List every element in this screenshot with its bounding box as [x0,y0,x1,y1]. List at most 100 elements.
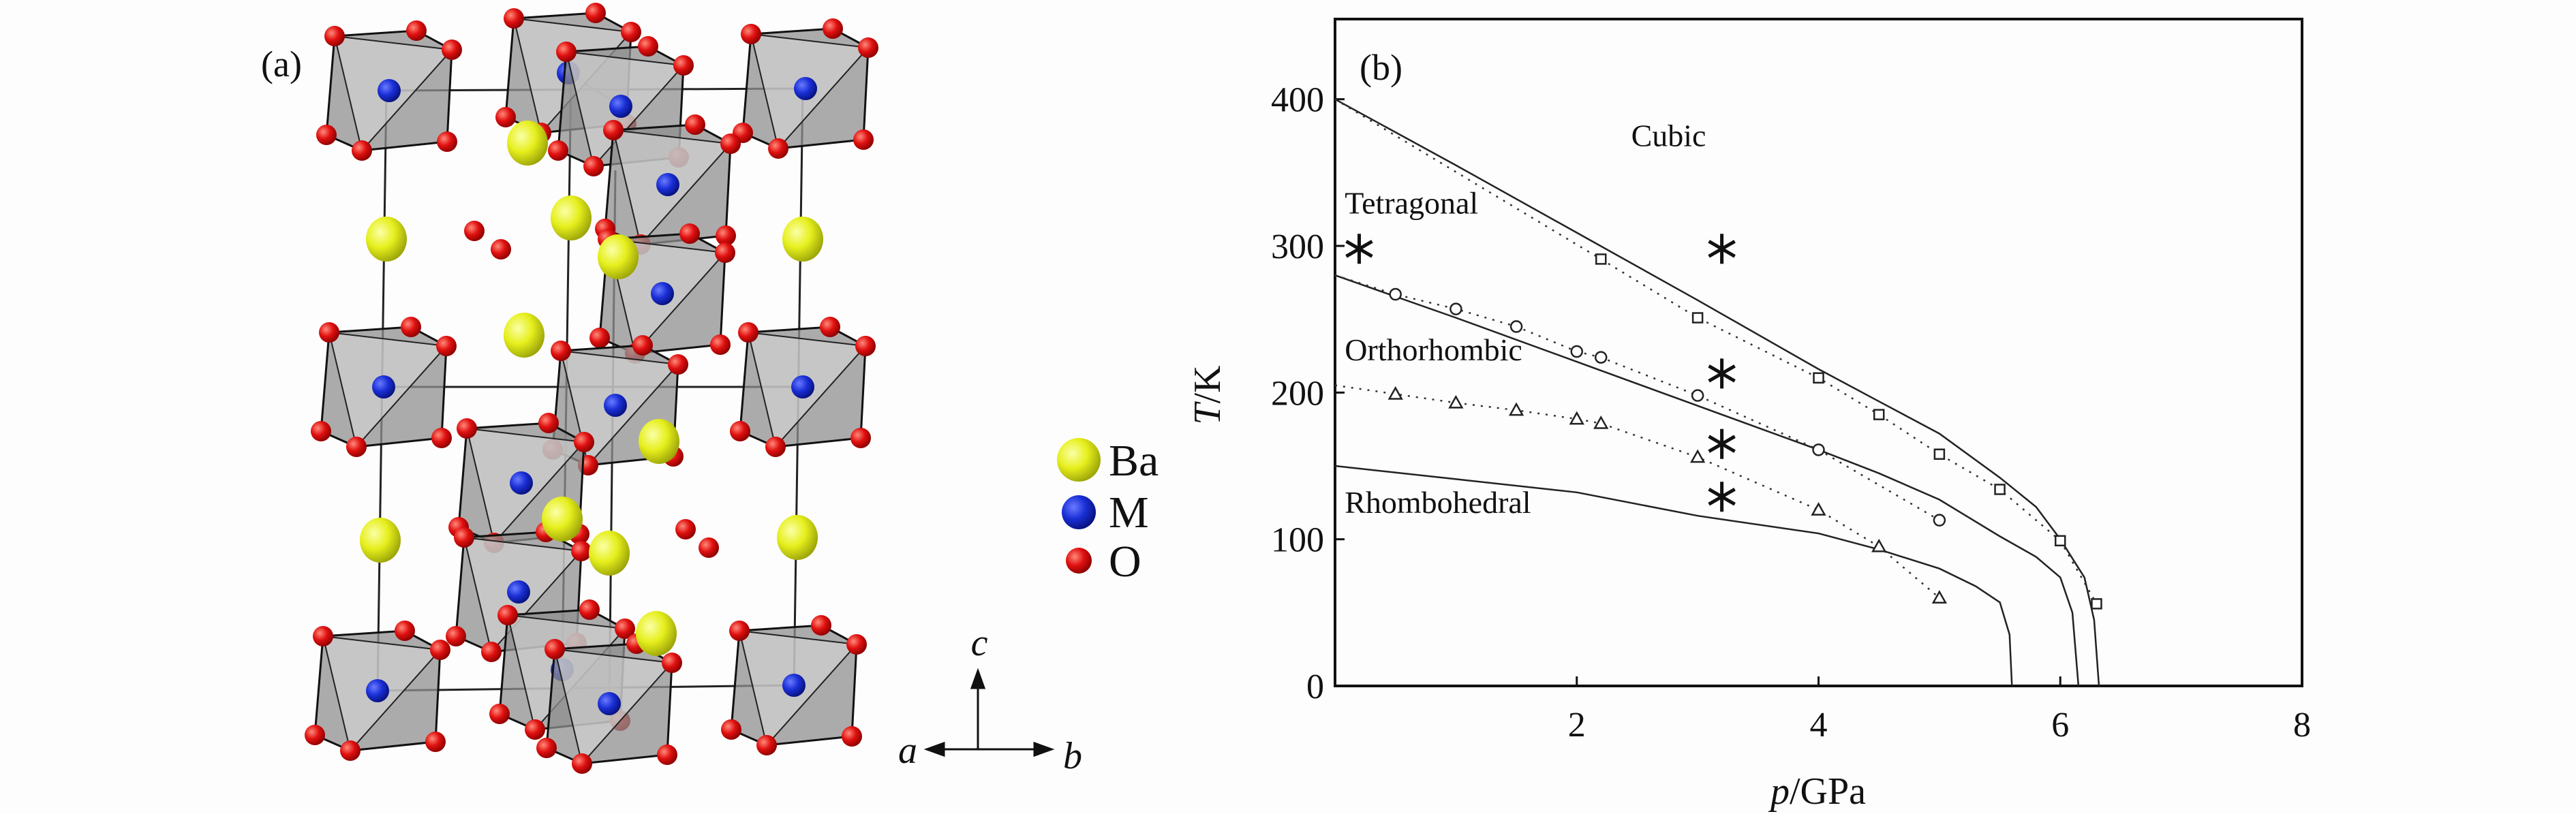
triangle-marker [1689,449,1706,463]
crystal-structure [305,3,878,774]
circle-marker [1509,320,1523,333]
o-atom [855,336,876,356]
asterisk-marker [1708,358,1736,389]
o-atom [858,37,878,58]
ba-atom [504,313,545,358]
a-axis-label: a [898,730,917,772]
panel-a-label: (a) [261,44,302,84]
o-atom [551,341,571,361]
ba-atom [598,234,639,279]
x-axis-symbol: p [1768,770,1790,813]
o-atom [621,22,641,42]
o-atom [657,745,677,765]
ba-atom [589,531,630,576]
o-atom [313,626,333,646]
o-atom [481,642,502,662]
square-marker [2091,598,2102,610]
o-atom [583,156,604,176]
o-atom [638,36,658,57]
legend-o-label: O [1109,537,1141,586]
o-atom [729,621,750,641]
o-atom [319,322,339,343]
m-atom [598,692,621,715]
square-marker [1691,312,1704,324]
legend-m-label: M [1109,488,1149,537]
asterisk-marker [1708,234,1736,264]
y-tick-label: 200 [1271,374,1324,413]
o-atom [406,20,427,41]
phase-label-tetragonal: Tetragonal [1345,186,1478,221]
o-atom [715,242,735,263]
circle-marker [1570,345,1583,358]
o-atom [442,40,462,60]
triangle-marker [1448,394,1464,409]
y-axis-label: T/K [1186,365,1229,424]
o-atom [675,519,696,539]
ba-atom [782,217,823,262]
o-atom [823,18,843,39]
o-atom [846,634,867,655]
o-atom [538,413,559,433]
square-marker [1813,372,1824,384]
x-tick-label: 2 [1568,706,1586,745]
ba-atom [636,611,677,656]
chart-marks: 0 100 200 300 400 2 4 6 8 Cubic Tetragonal Orthorho… [1271,18,2311,745]
legend-o-sphere [1066,548,1092,574]
o-atom [454,527,474,548]
b-axis-label: b [1063,735,1082,777]
x-axis-unit: /GPa [1790,770,1866,813]
o-atom [525,719,545,740]
o-atom [756,735,777,755]
o-atom [632,335,653,356]
o-atom [491,239,511,260]
o-atom [603,120,624,140]
square-marker [2055,535,2066,547]
o-atom [699,537,719,558]
o-atom [556,42,577,62]
m-atom [656,173,679,196]
legend-m-sphere [1062,495,1096,529]
o-atom [464,221,485,241]
phase-label-cubic: Cubic [1631,119,1706,153]
x-tick-label: 4 [1810,706,1828,745]
triangle-marker [1811,502,1826,516]
o-atom [352,140,372,161]
phase-label-rhombohedral: Rhombohedral [1345,485,1531,520]
ba-atom [366,217,407,262]
square-marker [1873,409,1885,420]
o-atom [305,725,325,745]
axis-triad [923,668,1055,757]
o-atom [615,619,635,639]
o-atom [679,223,700,244]
m-atom [791,375,814,398]
ba-atom [542,497,583,542]
circle-marker [1594,351,1608,364]
asterisk-marker [1708,482,1736,512]
phase-boundary-line [1334,98,2100,687]
asterisk-stroke [1708,364,1736,383]
b-arrowhead-icon [1033,741,1055,757]
asterisk-stroke [1708,488,1736,506]
triangle-marker [1508,402,1524,416]
m-atom [651,282,674,305]
o-atom [548,140,568,161]
phase-diagram-chart: 0 100 200 300 400 2 4 6 8 Cubic Tetragonal Orthorho… [1186,18,2311,813]
legend-ba-sphere [1057,438,1101,482]
square-marker [1994,484,2006,495]
o-atom [589,328,610,348]
o-atom [536,738,557,758]
circle-marker [1389,287,1402,301]
o-atom [662,653,682,673]
m-atom [507,580,530,604]
m-atom [604,394,627,417]
triangles-dotted-line [1334,384,1940,599]
o-atom [820,317,840,337]
o-atom [311,421,331,441]
y-tick-label: 300 [1271,228,1324,266]
o-atom [721,719,741,740]
x-tick-label: 6 [2051,706,2069,745]
phase-boundary-line [1334,274,2080,687]
m-atom [510,471,533,495]
